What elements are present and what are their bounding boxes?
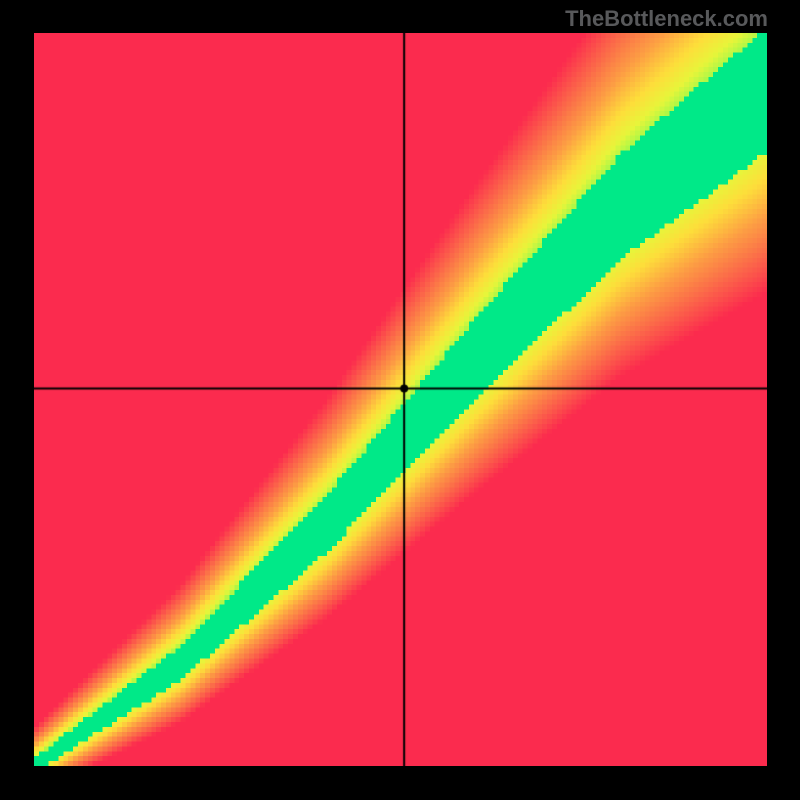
crosshair-overlay bbox=[34, 33, 767, 766]
watermark-text: TheBottleneck.com bbox=[565, 6, 768, 32]
chart-container: TheBottleneck.com bbox=[0, 0, 800, 800]
